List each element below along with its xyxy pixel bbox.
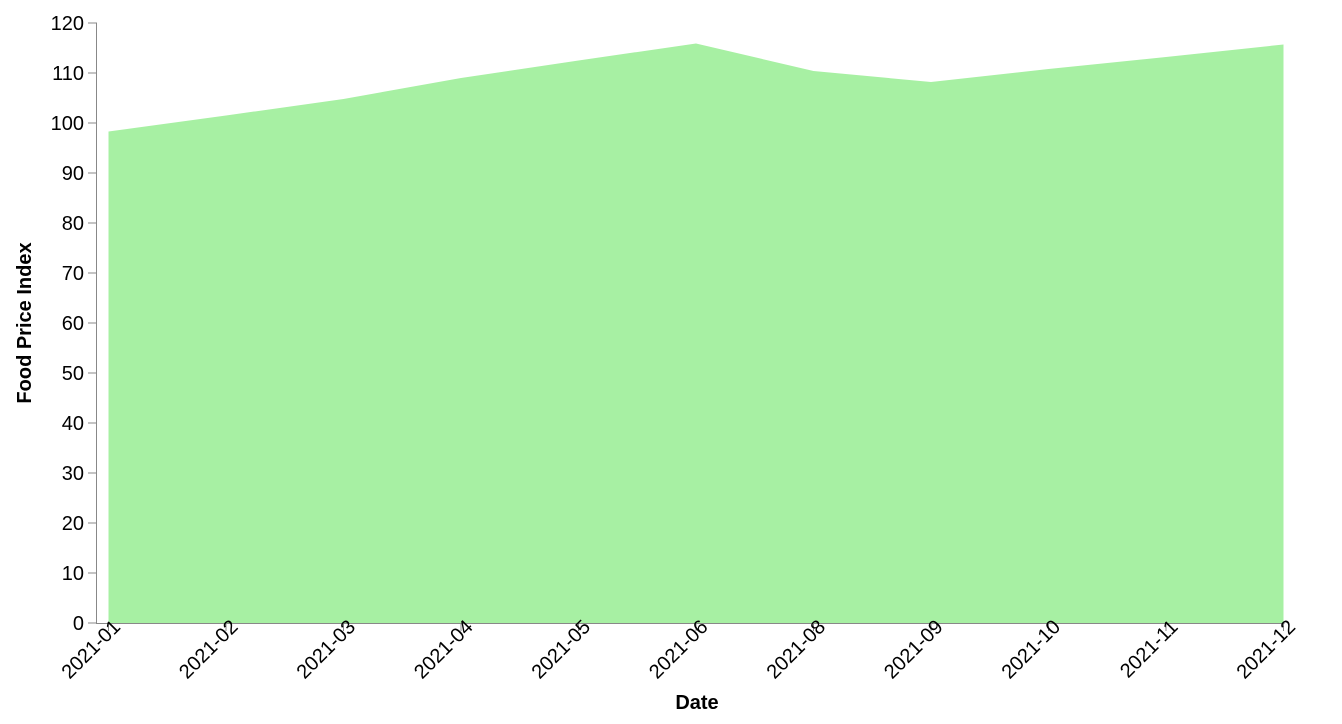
area-series — [108, 43, 1284, 623]
x-tick-label: 2021-06 — [645, 616, 712, 683]
x-tick-label: 2021-04 — [410, 616, 477, 683]
y-tick-label: 40 — [62, 413, 84, 435]
y-tick-label: 90 — [62, 163, 84, 185]
y-tick-label: 110 — [52, 63, 84, 85]
y-tick-label: 30 — [62, 463, 84, 485]
x-tick-label: 2021-12 — [1233, 616, 1300, 683]
area-layer — [108, 43, 1284, 623]
x-tick-label: 2021-10 — [998, 616, 1065, 683]
y-tick-label: 20 — [62, 513, 84, 535]
x-tick-label: 2021-05 — [528, 616, 595, 683]
x-tick-label: 2021-02 — [175, 616, 242, 683]
x-axis-title: Date — [675, 692, 718, 714]
x-tick-label: 2021-11 — [1116, 616, 1182, 682]
y-axis: 0 10 20 30 40 50 60 70 80 90 100 110 120 — [51, 13, 97, 635]
y-tick-label: 80 — [62, 213, 84, 235]
y-tick-label: 100 — [51, 113, 84, 135]
y-tick-label: 10 — [62, 563, 84, 585]
y-tick-label: 70 — [62, 263, 84, 285]
x-tick-label: 2021-08 — [763, 616, 830, 683]
y-tick-label: 60 — [62, 313, 84, 335]
y-tick-label: 0 — [73, 613, 84, 635]
y-tick-label: 120 — [51, 13, 84, 35]
y-axis-title: Food Price Index — [14, 242, 36, 403]
x-tick-label: 2021-09 — [880, 616, 947, 683]
x-axis: 2021-01 2021-02 2021-03 2021-04 2021-05 2021-… — [58, 616, 1300, 683]
x-tick-label: 2021-03 — [293, 616, 360, 683]
x-tick-label: 2021-01 — [58, 616, 125, 683]
y-tick-label: 50 — [62, 363, 84, 385]
